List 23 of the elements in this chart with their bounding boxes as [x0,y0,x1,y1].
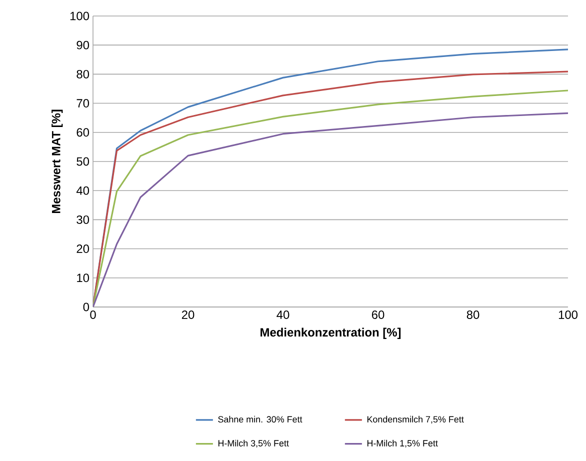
y-tick-label: 70 [76,99,90,108]
y-tick-label: 60 [76,128,90,137]
y-tick-label: 100 [70,12,90,20]
legend-label: H-Milch 1,5% Fett [367,440,438,448]
y-tick-label: 40 [76,186,90,195]
y-axis-title: Messwert MAT [%] [52,110,63,214]
legend-label: Kondensmilch 7,5% Fett [367,416,464,424]
legend-label: H-Milch 3,5% Fett [218,440,289,448]
y-tick-label: 50 [76,157,90,166]
x-tick-label: 20 [182,310,194,319]
x-tick-label: 40 [276,310,290,319]
y-tick-label: 20 [76,244,90,254]
legend-label: Sahne min. 30% Fett [218,416,302,423]
y-tick-label: 0 [83,302,90,312]
x-tick-label: 80 [466,310,480,319]
x-tick-label: 60 [372,310,384,319]
x-tick-label: 0 [90,310,96,319]
y-tick-label: 80 [76,70,90,78]
y-tick-label: 90 [76,40,90,50]
x-tick-label: 100 [558,310,578,319]
y-tick-label: 30 [76,215,90,224]
y-tick-label: 10 [77,274,90,282]
x-axis-title: Medienkonzentration [%] [260,328,401,339]
